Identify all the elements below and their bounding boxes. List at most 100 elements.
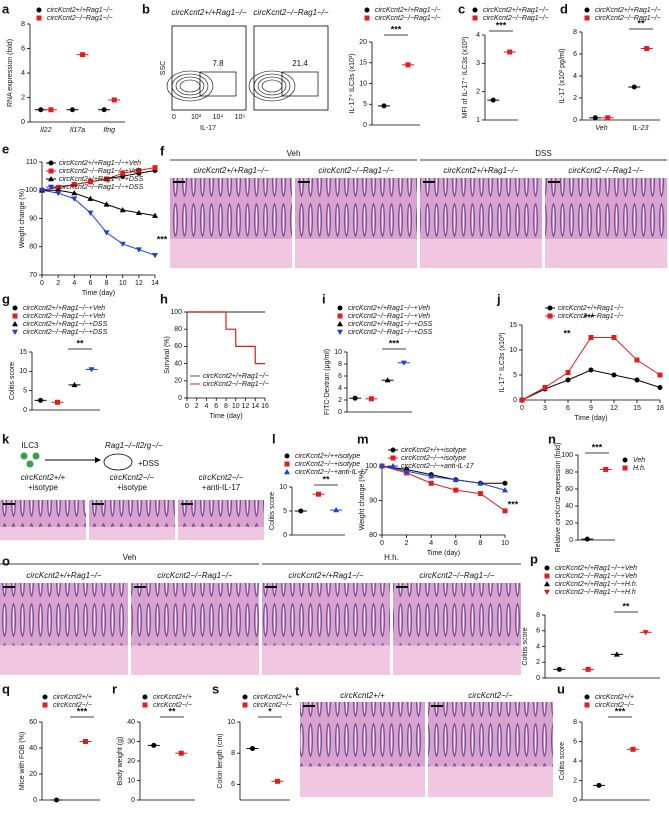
histology-image xyxy=(262,583,390,646)
y-tick-label: 15 xyxy=(359,60,367,67)
image-caption: +isotype xyxy=(117,483,148,492)
marker xyxy=(596,782,602,788)
histology-submucosa xyxy=(0,527,86,540)
marker xyxy=(368,396,374,402)
histology-image xyxy=(545,178,667,240)
marker xyxy=(428,480,434,486)
series-line xyxy=(42,189,156,217)
y-tick-label: 10 xyxy=(127,777,135,784)
cell xyxy=(20,452,28,460)
image-caption: +isotype xyxy=(28,483,59,492)
x-tick-label: 4 xyxy=(205,403,209,410)
legend-marker xyxy=(48,176,54,182)
marker xyxy=(477,480,484,486)
group-title: Veh xyxy=(287,149,301,158)
legend-marker xyxy=(242,694,248,700)
y-tick-label: 60 xyxy=(174,343,182,350)
marker xyxy=(71,381,78,388)
y-tick-label: 40 xyxy=(127,719,135,726)
contour xyxy=(253,73,291,99)
legend-label: circKcnt2−/−Rag1−/− xyxy=(595,15,661,22)
image-caption: circKcnt2+/+Rag1−/− xyxy=(288,571,363,580)
marker xyxy=(104,176,110,182)
marker xyxy=(384,377,391,383)
marker xyxy=(634,357,640,363)
legend-marker xyxy=(42,702,48,708)
y-tick-label: 5 xyxy=(23,388,27,395)
legend-label: circKcnt2−/−Rag1−/−+DSS xyxy=(348,329,433,336)
marker xyxy=(565,370,571,375)
y-tick-label: 2 xyxy=(573,777,577,784)
legend-label: circKcnt2+/+Rag1−/−+DSS xyxy=(348,321,433,328)
marker xyxy=(630,746,636,752)
legend-marker xyxy=(472,15,478,21)
y-tick-label: 100 xyxy=(365,463,377,470)
legend-marker xyxy=(544,581,550,587)
x-tick-label: 6 xyxy=(566,405,570,412)
marker xyxy=(642,630,649,636)
y-tick-label: 80 xyxy=(29,244,37,251)
marker xyxy=(613,651,620,657)
legend-label: circKcnt2−/−+anti-IL-17 xyxy=(401,463,475,470)
x-axis-label: Time (day) xyxy=(574,415,607,422)
y-tick-label: 100 xyxy=(25,187,37,194)
legend-marker xyxy=(472,7,478,13)
histology-image xyxy=(295,178,417,240)
marker xyxy=(298,508,304,514)
histology-submucosa xyxy=(428,766,553,797)
y-axis-label: FITC-Dextran (μg/ml) xyxy=(324,349,331,415)
legend-marker xyxy=(390,447,396,453)
legend-label: circKcnt2+/+ xyxy=(253,694,292,701)
legend-marker xyxy=(544,573,550,579)
y-tick-label: 20 xyxy=(174,378,182,385)
y-tick-label: 0 xyxy=(283,532,287,539)
histology-submucosa xyxy=(545,239,667,268)
x-tick-label: 8 xyxy=(478,540,482,547)
x-tick-label: 4 xyxy=(429,540,433,547)
legend-label: circKcnt2−/− xyxy=(595,702,634,709)
panel-label: c xyxy=(458,1,465,16)
x-tick-label: 12 xyxy=(242,403,250,410)
x-tick-label: 6 xyxy=(88,280,92,287)
legend-marker xyxy=(584,15,590,21)
y-tick-label: 20 xyxy=(359,39,367,46)
x-tick-label: 8 xyxy=(224,403,228,410)
y-axis-label: Survival (%) xyxy=(164,336,171,374)
x-axis-label: Time (day) xyxy=(82,290,115,297)
legend-label: circKcnt2+/++isotype xyxy=(401,447,466,454)
histology-image xyxy=(428,702,553,767)
legend-label: circKcnt2+/+Rag1−/−+H.h. xyxy=(555,581,638,588)
contour xyxy=(175,76,205,96)
diagram-cells: ILC3 xyxy=(22,441,39,450)
significance: ** xyxy=(637,18,645,28)
marker xyxy=(352,395,358,401)
significance: *** xyxy=(496,20,507,30)
marker xyxy=(135,209,142,216)
legend-marker xyxy=(390,455,396,461)
significance: *** xyxy=(391,24,402,34)
image-caption: circKcnt2−/−Rag1−/− xyxy=(157,571,232,580)
arrow-head xyxy=(95,457,101,463)
legend-label: circKcnt2−/−+isotype xyxy=(295,461,360,468)
marker xyxy=(381,103,387,109)
legend-label: circKcnt2−/−Rag1−/−+Veh xyxy=(23,313,105,320)
y-tick-label: 8 xyxy=(573,29,577,36)
legend-marker xyxy=(12,321,18,327)
marker xyxy=(477,491,483,497)
marker xyxy=(542,385,548,390)
y-tick-label: 70 xyxy=(29,272,37,279)
legend-label: circKcnt2+/+Rag1−/−+Veh xyxy=(348,305,430,312)
y-tick-label: 5 xyxy=(513,372,517,379)
marker xyxy=(657,385,663,390)
group-title: Veh xyxy=(123,553,137,562)
y-tick-label: 90 xyxy=(369,497,377,504)
legend-marker xyxy=(544,589,550,595)
significance: *** xyxy=(157,234,168,244)
y-tick-label: 6 xyxy=(231,781,235,788)
panel-label: p xyxy=(530,551,538,566)
marker xyxy=(490,97,496,103)
legend-label: circKcnt2−/−Rag1−/−+DSS xyxy=(23,329,108,336)
legend-marker xyxy=(12,313,18,319)
image-caption: circKcnt2−/−Rag1−/− xyxy=(419,571,494,580)
